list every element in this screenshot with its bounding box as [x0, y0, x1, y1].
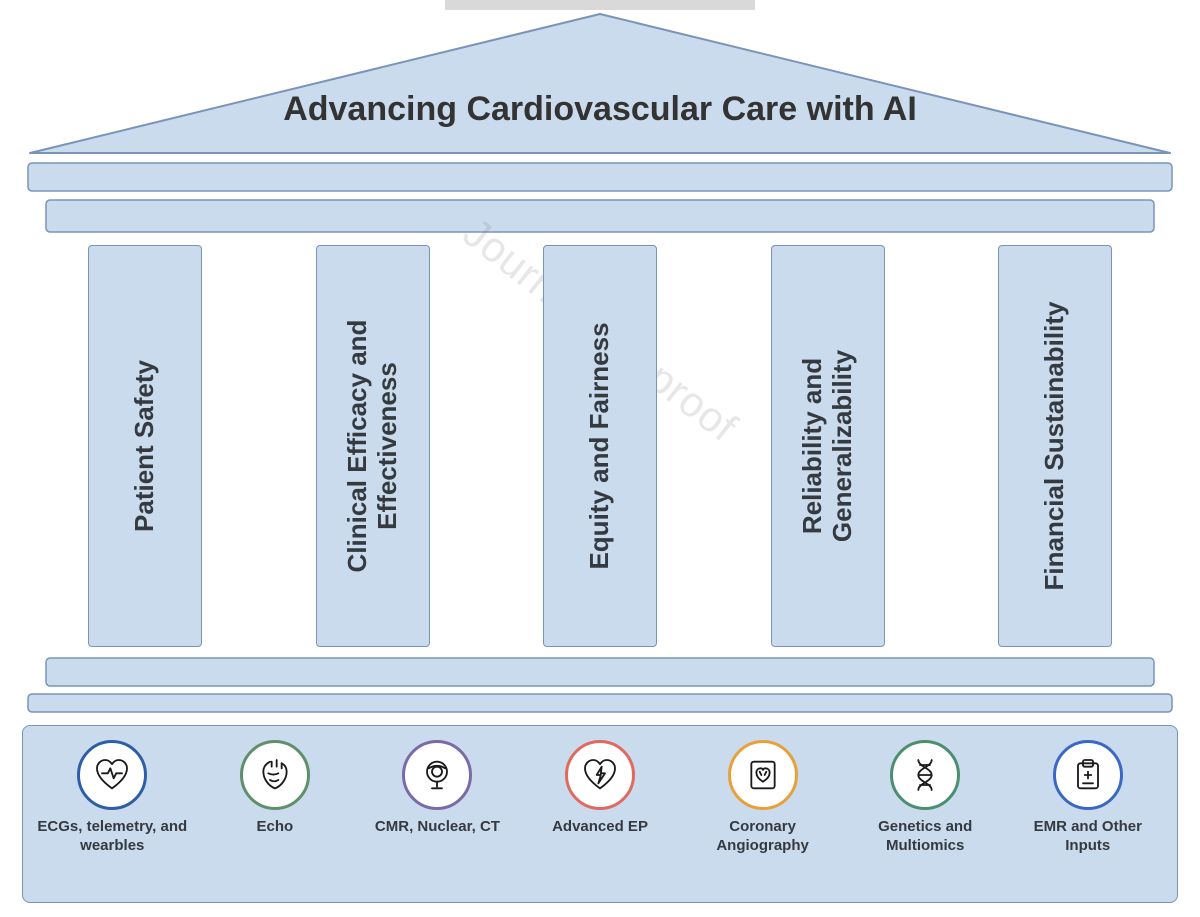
- foundation-item-4: Advanced EP: [519, 740, 682, 837]
- foundation-item-2: Echo: [194, 740, 357, 837]
- foundation-label: Echo: [257, 818, 294, 837]
- foundation-item-3: CMR, Nuclear, CT: [356, 740, 519, 837]
- pillar-label: Clinical Efficacy andEffectiveness: [343, 320, 403, 573]
- foundation-item-6: Genetics and Multiomics: [844, 740, 1007, 856]
- pediment: [30, 14, 1170, 153]
- stylobate-bar-2: [28, 694, 1172, 712]
- pillar-row: Patient Safety Clinical Efficacy andEffec…: [88, 245, 1112, 645]
- pillar-4: Reliability andGeneralizability: [771, 245, 885, 647]
- foundation-item-5: Coronary Angiography: [681, 740, 844, 856]
- pillar-1: Patient Safety: [88, 245, 202, 647]
- pillar-label: Financial Sustainability: [1040, 302, 1070, 591]
- entablature-bar-1: [28, 163, 1172, 191]
- cropped-header-bar: [445, 0, 755, 10]
- foundation-label: Advanced EP: [552, 818, 648, 837]
- foundation-panel: ECGs, telemetry, and wearbles Echo CMR, Nu…: [22, 725, 1178, 903]
- foundation-label: ECGs, telemetry, and wearbles: [37, 818, 187, 856]
- foundation-item-1: ECGs, telemetry, and wearbles: [31, 740, 194, 856]
- foundation-label: Genetics and Multiomics: [850, 818, 1000, 856]
- scanner-icon: [402, 740, 472, 810]
- dna-icon: [890, 740, 960, 810]
- foundation-item-7: EMR and Other Inputs: [1006, 740, 1169, 856]
- pillar-5: Financial Sustainability: [998, 245, 1112, 647]
- diagram-stage: Advancing Cardiovascular Care with AI Jo…: [0, 0, 1200, 917]
- diagram-title: Advancing Cardiovascular Care with AI: [0, 90, 1200, 129]
- clipboard-icon: [1053, 740, 1123, 810]
- heart-bolt-icon: [565, 740, 635, 810]
- foundation-label: Coronary Angiography: [688, 818, 838, 856]
- foundation-label: CMR, Nuclear, CT: [375, 818, 500, 837]
- pillar-label: Reliability andGeneralizability: [798, 350, 858, 542]
- foundation-label: EMR and Other Inputs: [1013, 818, 1163, 856]
- pillar-label: Patient Safety: [130, 360, 160, 532]
- pillar-3: Equity and Fairness: [543, 245, 657, 647]
- angiography-icon: [728, 740, 798, 810]
- stylobate-bar-1: [46, 658, 1154, 686]
- entablature-bar-2: [46, 200, 1154, 232]
- heart-ecg-icon: [77, 740, 147, 810]
- pillar-2: Clinical Efficacy andEffectiveness: [316, 245, 430, 647]
- pillar-label: Equity and Fairness: [585, 322, 615, 569]
- anatomical-heart-icon: [240, 740, 310, 810]
